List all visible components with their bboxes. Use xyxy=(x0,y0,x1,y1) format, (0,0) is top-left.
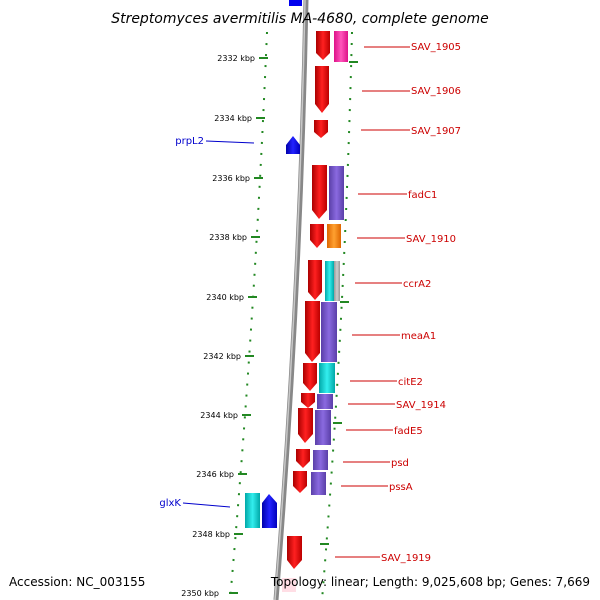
tick-label: 2340 kbp xyxy=(206,293,244,302)
gene-arrow xyxy=(287,536,302,569)
tick-label: 2336 kbp xyxy=(212,174,250,183)
function-box xyxy=(334,31,348,62)
gene-arrow xyxy=(308,260,322,300)
gene-label: glxK xyxy=(159,498,181,509)
genome-axis xyxy=(273,0,309,600)
function-box xyxy=(319,363,335,393)
gene-arrow xyxy=(293,471,307,493)
right-track-ticks xyxy=(320,61,358,545)
connector-line xyxy=(182,502,231,508)
accession-text: Accession: NC_003155 xyxy=(9,575,145,589)
function-boxes xyxy=(311,31,348,495)
gene-label: SAV_1906 xyxy=(411,86,461,97)
tick-label: 2332 kbp xyxy=(217,54,255,63)
map-title: Streptomyces avermitilis MA-4680, comple… xyxy=(111,11,489,27)
gene-label: SAV_1919 xyxy=(381,553,431,564)
topology-text: Topology: linear; Length: 9,025,608 bp; … xyxy=(270,575,590,589)
gene-label: SAV_1905 xyxy=(411,42,461,53)
right-dotted-track xyxy=(321,31,353,600)
gene-arrow xyxy=(303,363,317,391)
function-box xyxy=(311,472,326,495)
gene-label: prpL2 xyxy=(175,136,204,147)
gene-arrow xyxy=(296,449,310,468)
gene-arrow xyxy=(301,393,315,408)
right-label-connectors xyxy=(335,46,410,558)
left-gene-labels: prpL2 glxK xyxy=(159,136,204,509)
function-box xyxy=(313,450,328,470)
tick-label: 2342 kbp xyxy=(203,352,241,361)
reverse-genes xyxy=(245,136,300,528)
left-dotted-track xyxy=(229,31,268,600)
gene-arrow xyxy=(315,66,329,113)
tick-label: 2350 kbp xyxy=(181,589,219,598)
gene-label: psd xyxy=(391,458,409,469)
tick-label: 2348 kbp xyxy=(192,530,230,539)
function-box xyxy=(334,261,340,301)
tick-label: 2334 kbp xyxy=(214,114,252,123)
connector-line xyxy=(205,140,255,144)
tick-label: 2344 kbp xyxy=(200,411,238,420)
gene-arrow xyxy=(312,165,327,219)
gene-label: meaA1 xyxy=(401,331,436,342)
gene-arrow xyxy=(286,136,300,154)
gene-arrow xyxy=(262,494,277,528)
bottom-gene-fragment xyxy=(282,578,296,592)
function-box xyxy=(317,394,333,409)
gene-arrow xyxy=(298,408,313,443)
gene-label: fadE5 xyxy=(394,426,423,437)
function-box xyxy=(315,410,331,445)
left-label-connectors xyxy=(182,140,255,508)
gene-label: ccrA2 xyxy=(403,279,431,290)
function-box xyxy=(325,261,334,301)
gene-label: SAV_1907 xyxy=(411,126,461,137)
gene-label: pssA xyxy=(389,482,413,493)
gene-arrow xyxy=(314,120,328,138)
gene-arrow xyxy=(305,301,320,362)
gene-arrow xyxy=(310,224,324,248)
gene-arrow xyxy=(316,31,330,60)
function-box xyxy=(327,224,341,248)
forward-genes xyxy=(287,31,330,569)
tick-label: 2346 kbp xyxy=(196,470,234,479)
gene-label: SAV_1910 xyxy=(406,234,456,245)
function-box xyxy=(321,302,337,362)
right-gene-labels: SAV_1905 SAV_1906 SAV_1907 fadC1 SAV_191… xyxy=(381,42,461,564)
gene-label: fadC1 xyxy=(408,190,437,201)
genome-axis-highlight xyxy=(274,0,306,600)
function-box xyxy=(245,493,260,528)
scale-ticks: 2332 kbp 2334 kbp 2336 kbp 2338 kbp 2340… xyxy=(181,54,268,598)
tick-label: 2338 kbp xyxy=(209,233,247,242)
gene-label: citE2 xyxy=(398,377,423,388)
function-box xyxy=(329,166,344,220)
gene-label: SAV_1914 xyxy=(396,400,446,411)
top-gene-fragment xyxy=(289,0,302,6)
